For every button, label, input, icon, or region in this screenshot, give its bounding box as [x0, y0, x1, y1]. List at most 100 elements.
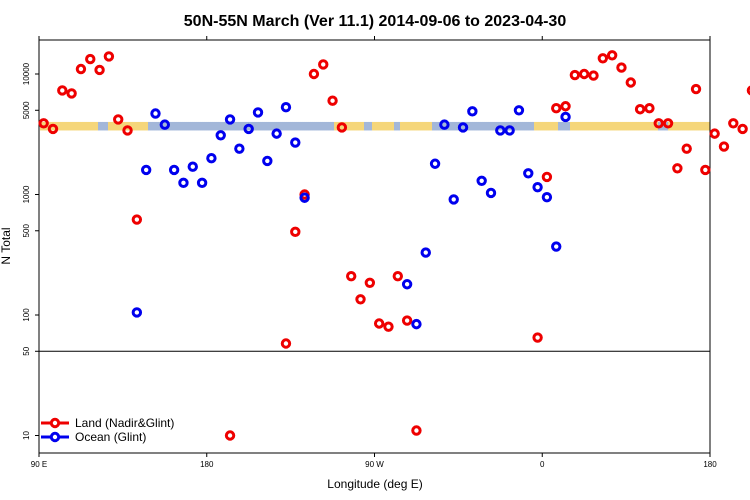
- ocean-point: [280, 102, 292, 113]
- band-segment: [116, 121, 119, 131]
- ocean-point: [271, 128, 282, 139]
- band-segment: [620, 121, 623, 131]
- y-tick-label: 5000: [22, 101, 31, 119]
- land-point: [634, 104, 646, 115]
- band-segment: [294, 121, 297, 131]
- band-segment: [290, 121, 293, 131]
- band-segment: [354, 121, 357, 131]
- land-point: [57, 85, 68, 96]
- band-segment: [560, 121, 563, 131]
- band-segment: [590, 121, 593, 131]
- legend-label: Ocean (Glint): [75, 430, 146, 444]
- land-point: [122, 125, 133, 136]
- ocean-point: [187, 161, 198, 172]
- ocean-point: [420, 247, 431, 258]
- ocean-point: [467, 106, 478, 117]
- band-segment: [402, 121, 405, 131]
- land-point: [746, 85, 750, 96]
- band-segment: [288, 121, 291, 131]
- band-segment: [152, 121, 155, 131]
- band-segment: [120, 121, 123, 131]
- band-segment: [526, 121, 529, 131]
- land-point: [606, 50, 618, 61]
- band-segment: [340, 121, 343, 131]
- band-segment: [88, 121, 91, 131]
- band-segment: [278, 121, 281, 131]
- band-segment: [432, 121, 435, 131]
- band-segment: [138, 121, 141, 131]
- band-segment: [486, 121, 489, 131]
- ocean-point: [178, 177, 189, 189]
- band-segment: [494, 121, 497, 131]
- land-point: [532, 332, 543, 343]
- band-segment: [692, 121, 695, 131]
- band-segment: [422, 121, 425, 131]
- band-segment: [412, 121, 415, 131]
- band-segment: [76, 121, 79, 131]
- band-segment: [180, 121, 183, 131]
- band-segment: [176, 121, 179, 131]
- band-segment: [106, 121, 109, 131]
- land-point: [672, 163, 683, 174]
- band-segment: [632, 121, 635, 131]
- band-segment: [690, 121, 693, 131]
- band-segment: [232, 121, 235, 131]
- band-segment: [118, 121, 121, 131]
- land-point: [290, 226, 301, 238]
- band-segment: [578, 121, 581, 131]
- band-segment: [406, 121, 409, 131]
- band-segment: [626, 121, 629, 131]
- ocean-point: [439, 119, 450, 130]
- band-segment: [430, 121, 433, 131]
- band-segment: [98, 121, 101, 131]
- x-tick-label: 90 W: [365, 460, 384, 469]
- band-segment: [704, 121, 707, 131]
- band-segment: [598, 121, 601, 131]
- band-segment: [364, 121, 367, 131]
- band-segment: [68, 121, 71, 131]
- band-segment: [60, 121, 63, 131]
- band-segment: [298, 121, 301, 131]
- band-segment: [218, 121, 221, 131]
- band-segment: [476, 121, 479, 131]
- band-segment: [438, 121, 441, 131]
- band-segment: [488, 121, 491, 131]
- band-segment: [552, 121, 555, 131]
- band-segment: [696, 121, 699, 131]
- band-segment: [318, 121, 321, 131]
- band-segment: [394, 121, 397, 131]
- band-segment: [374, 121, 377, 131]
- band-segment: [420, 121, 423, 131]
- band-segment: [240, 121, 243, 131]
- band-segment: [684, 121, 687, 131]
- band-segment: [256, 121, 259, 131]
- band-segment: [352, 121, 355, 131]
- ocean-point: [215, 130, 226, 141]
- ocean-point: [262, 155, 273, 167]
- x-tick-label: 180: [703, 460, 717, 469]
- x-tick-label: 180: [200, 460, 214, 469]
- band-segment: [548, 121, 551, 131]
- band-segment: [72, 121, 75, 131]
- land-point: [700, 164, 711, 176]
- ocean-point: [140, 164, 152, 176]
- land-point: [373, 318, 385, 329]
- band-segment: [182, 121, 185, 131]
- band-segment: [634, 121, 637, 131]
- band-segment: [104, 121, 107, 131]
- band-segment: [514, 121, 517, 131]
- band-segment: [424, 121, 427, 131]
- x-tick-label: 90 E: [31, 460, 47, 469]
- legend-label: Land (Nadir&Glint): [75, 416, 174, 430]
- band-segment: [222, 121, 225, 131]
- land-point: [75, 63, 87, 75]
- band-segment: [556, 121, 559, 131]
- band-segment: [572, 121, 575, 131]
- band-segment: [328, 121, 331, 131]
- band-segment: [450, 121, 453, 131]
- ocean-point: [243, 123, 254, 135]
- band-segment: [324, 121, 327, 131]
- band-segment: [470, 121, 473, 131]
- band-segment: [678, 121, 681, 131]
